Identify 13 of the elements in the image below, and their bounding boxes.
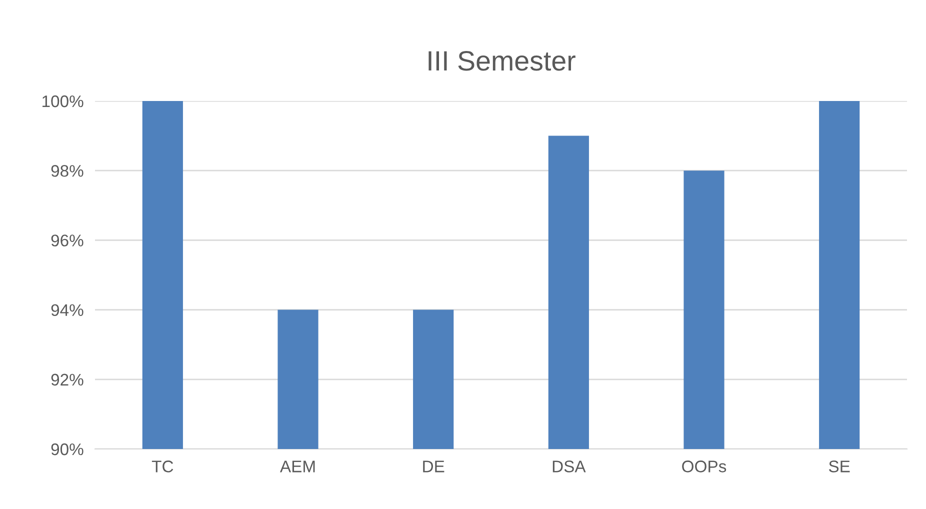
y-tick-label: 94% [51,304,84,316]
x-tick-label: AEM [280,460,315,472]
y-tick-label: 92% [51,374,84,386]
x-tick-label: DSA [552,460,586,472]
x-tick-label: OOPs [682,460,726,472]
y-tick-label: 90% [51,443,84,456]
y-tick-label: 98% [51,165,84,177]
x-tick-label: SE [828,460,850,472]
x-tick-label: TC [152,460,174,472]
chart-title: III Semester [428,51,576,71]
y-tick-label: 100% [42,95,84,108]
y-tick-label: 96% [51,234,84,246]
x-tick-label: DE [423,460,444,472]
